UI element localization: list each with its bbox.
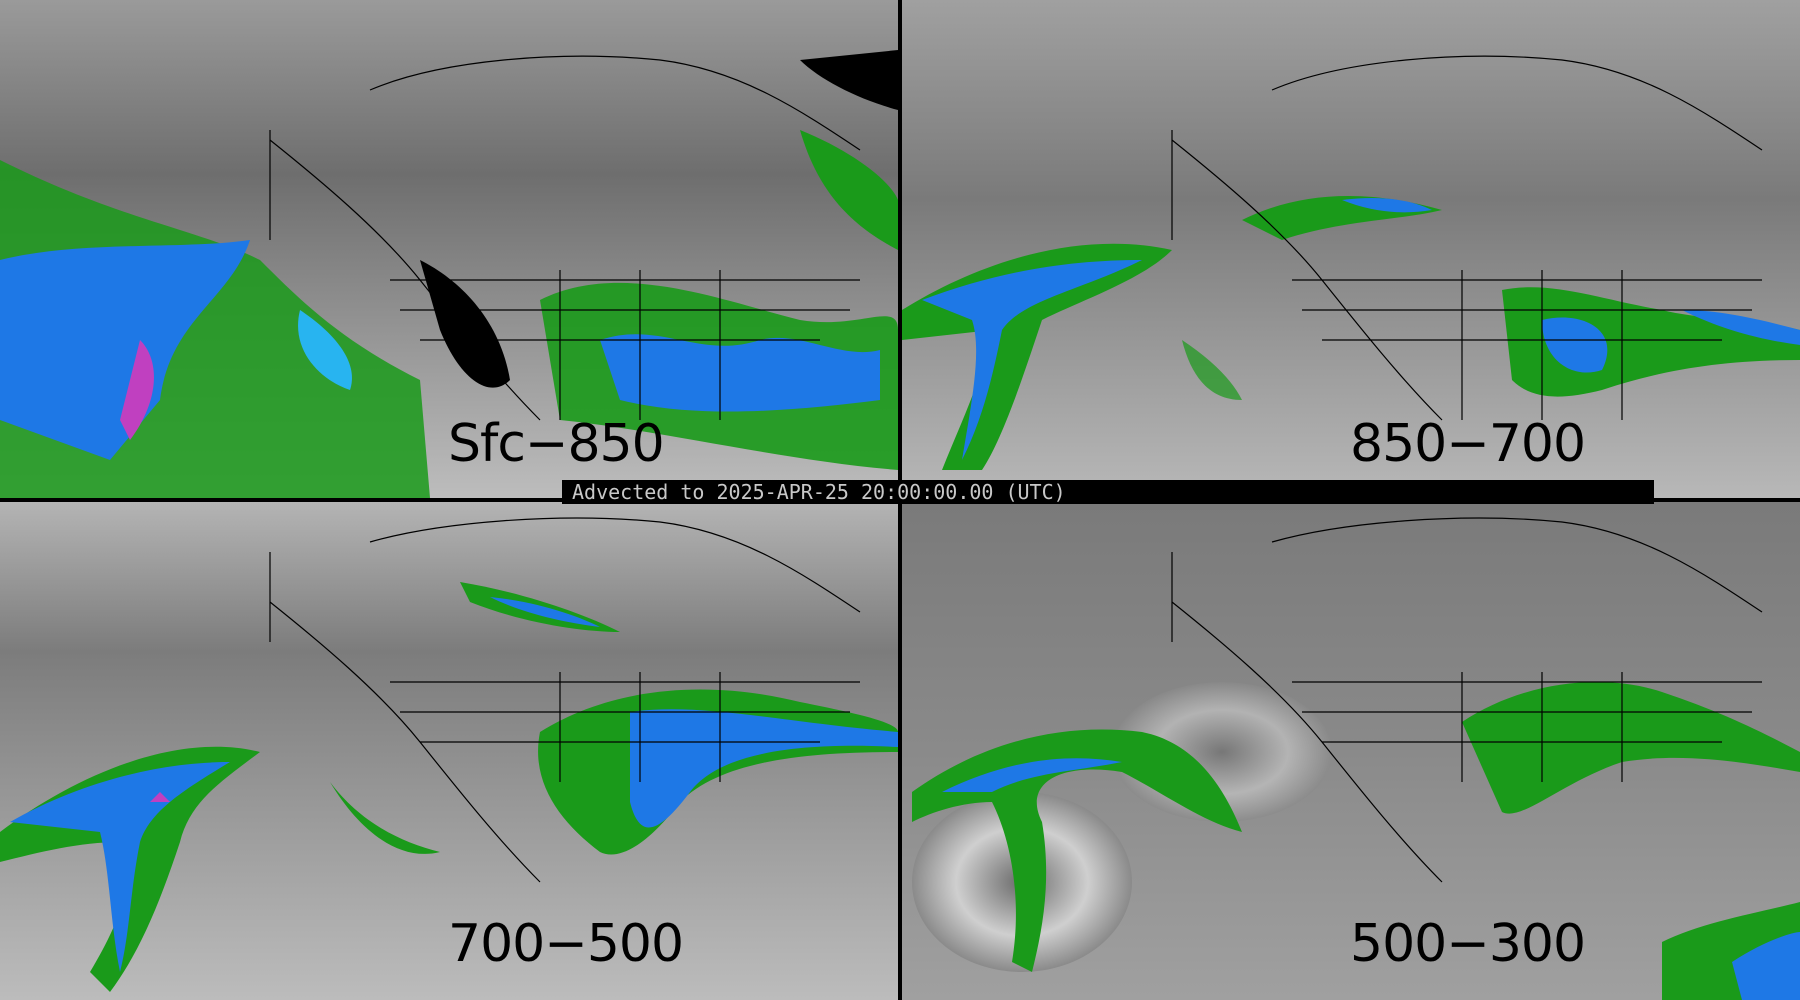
panel-label: 700−500 bbox=[448, 914, 684, 974]
valid-time-banner: Advected to 2025-APR-25 20:00:00.00 (UTC… bbox=[562, 480, 1654, 504]
map-700-500 bbox=[0, 502, 898, 1000]
panel-700-500: 700−500 bbox=[0, 502, 898, 1000]
map-850-700 bbox=[902, 0, 1800, 498]
panel-sfc-850: Sfc−850 bbox=[0, 0, 898, 498]
panel-850-700: 850−700 bbox=[902, 0, 1800, 498]
panel-label: Sfc−850 bbox=[448, 414, 665, 474]
panel-500-300: 500−300 bbox=[902, 502, 1800, 1000]
map-500-300 bbox=[902, 502, 1800, 1000]
map-sfc-850 bbox=[0, 0, 898, 498]
panel-label: 850−700 bbox=[1350, 414, 1586, 474]
panel-label: 500−300 bbox=[1350, 914, 1586, 974]
